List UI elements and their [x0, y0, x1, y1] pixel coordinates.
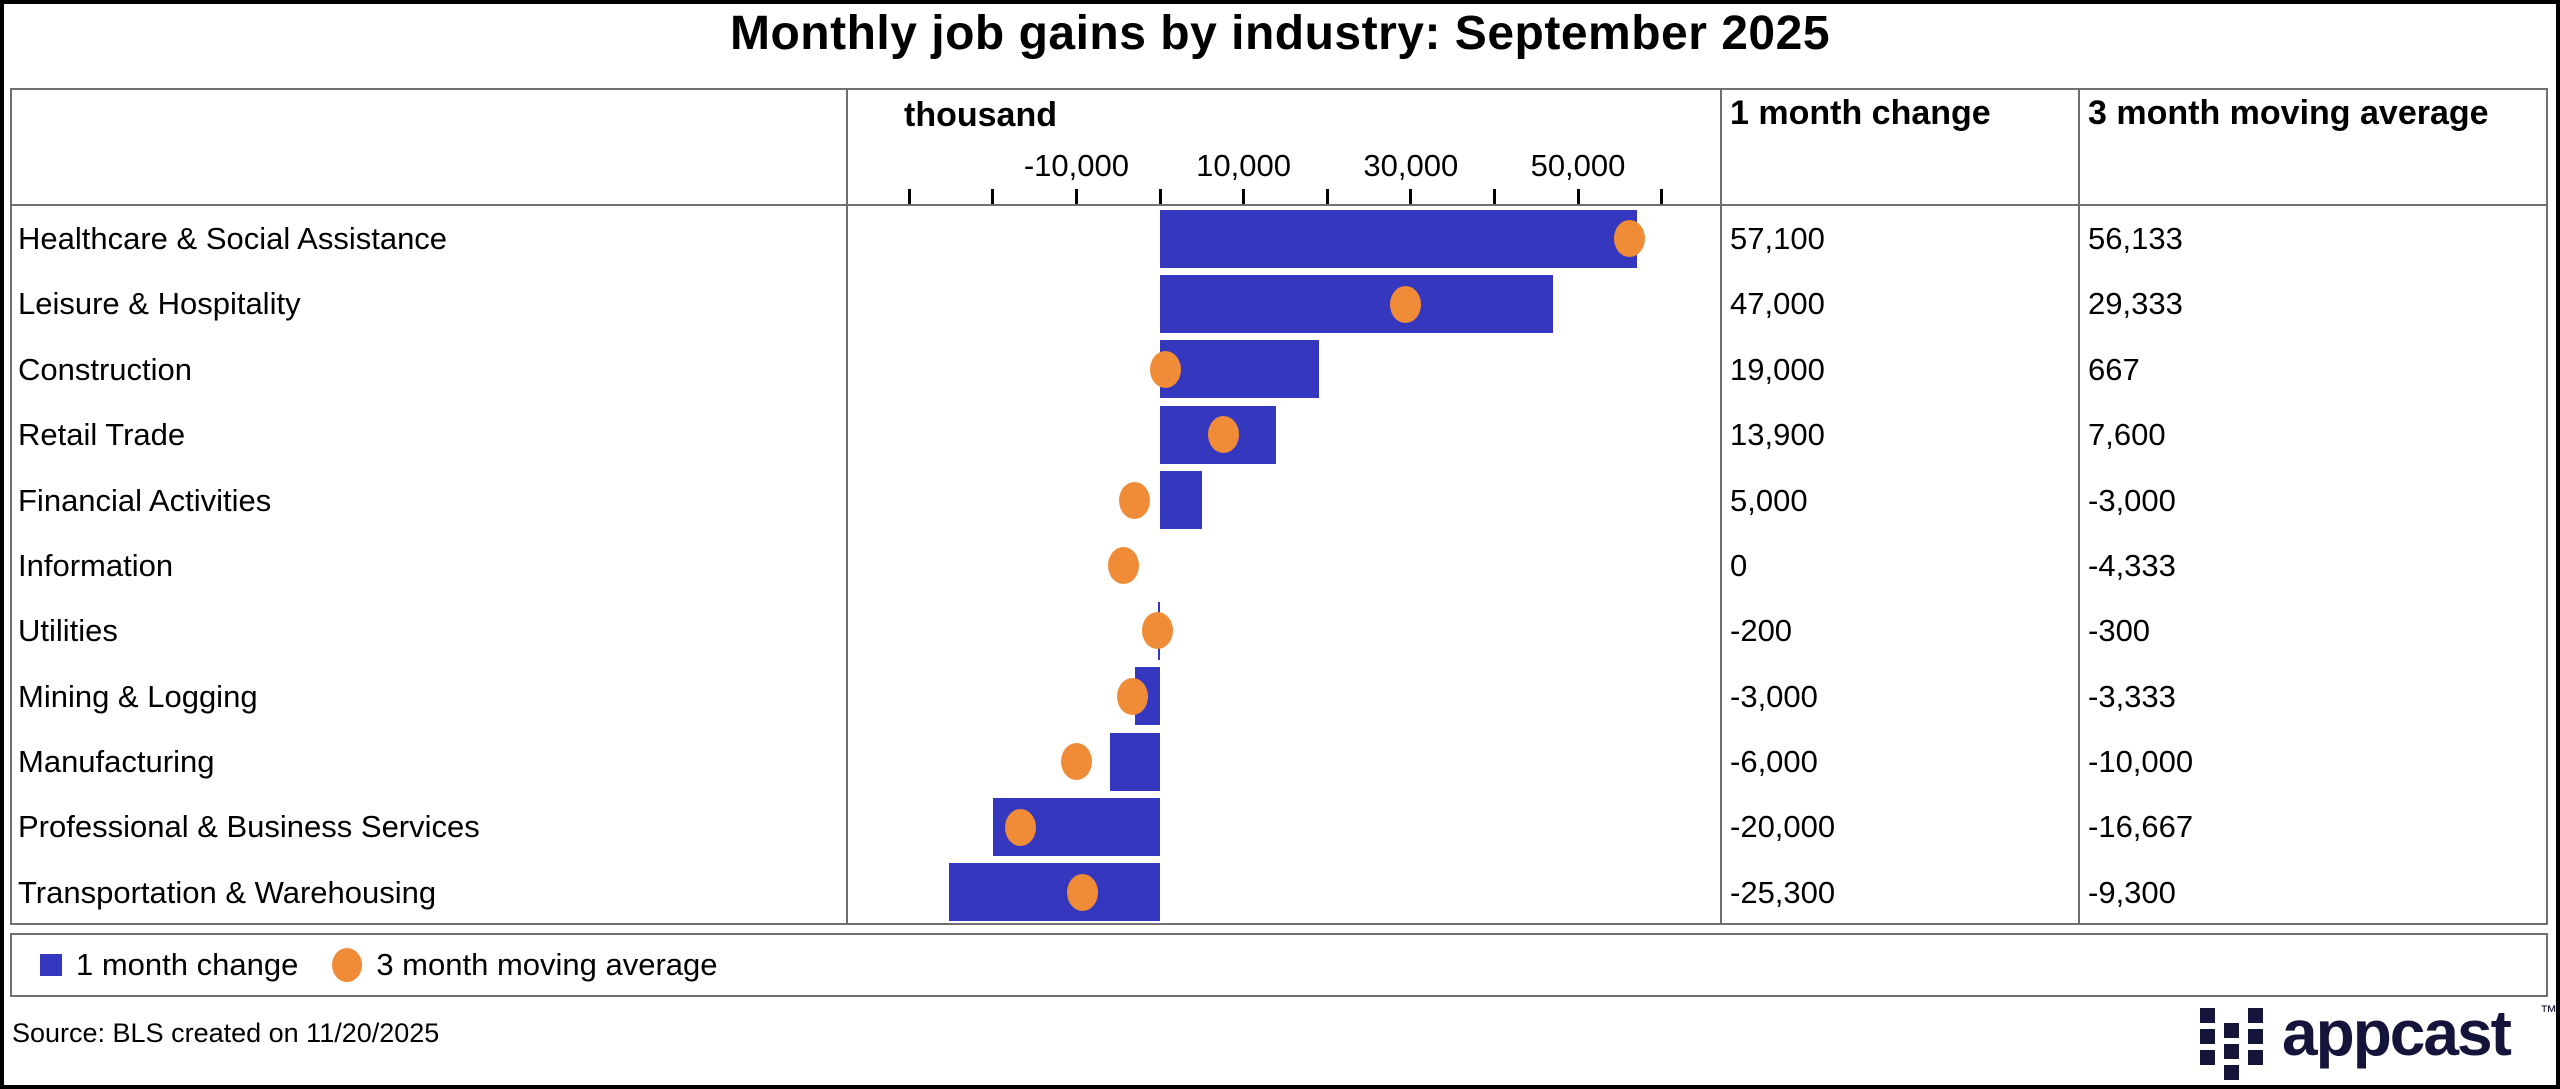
- column-divider-categories-chart: [846, 88, 848, 925]
- category-label: Mining & Logging: [18, 678, 258, 714]
- axis-tick-label: 30,000: [1363, 148, 1459, 183]
- dot-3-month-avg: [1208, 416, 1239, 454]
- logo-square: [2200, 1050, 2215, 1065]
- logo-square: [2248, 1050, 2263, 1065]
- category-label: Utilities: [18, 613, 118, 649]
- value-1-month-change: -25,300: [1730, 874, 1836, 910]
- value-1-month-change: 57,100: [1730, 221, 1825, 256]
- bar-1-month-change: [948, 863, 1160, 922]
- dot-3-month-avg: [1389, 285, 1421, 323]
- bar-1-month-change: [1160, 209, 1638, 268]
- value-1-month-change: 5,000: [1730, 482, 1808, 518]
- axis-unit-label: thousand: [904, 96, 1057, 134]
- logo-square: [2200, 1008, 2215, 1023]
- logo-square: [2248, 1008, 2263, 1023]
- category-label: Healthcare & Social Assistance: [18, 221, 448, 256]
- dot-3-month-avg: [1108, 547, 1140, 584]
- value-3-month-avg: -3,000: [2088, 482, 2176, 518]
- legend-label-1-month-change: 1 month change: [76, 947, 299, 982]
- appcast-logo: appcast ™: [2196, 997, 2557, 1084]
- axis-tick: [907, 189, 911, 204]
- axis-tick-label: -10,000: [1023, 148, 1129, 183]
- category-label: Financial Activities: [18, 482, 272, 518]
- column-divider-chart-change: [1720, 88, 1722, 925]
- category-label: Construction: [18, 351, 193, 387]
- value-3-month-avg: 7,600: [2088, 417, 2166, 453]
- bar-1-month-change: [1160, 340, 1319, 399]
- value-1-month-change: -3,000: [1730, 678, 1818, 714]
- dot-3-month-avg: [1066, 873, 1098, 911]
- appcast-wordmark: appcast: [2282, 997, 2512, 1069]
- axis-tick-label: 10,000: [1196, 148, 1291, 183]
- bar-1-month-change: [1160, 471, 1202, 530]
- value-3-month-avg: -10,000: [2088, 743, 2194, 779]
- logo-square: [2248, 1029, 2263, 1044]
- dot-3-month-avg: [1150, 350, 1182, 388]
- legend-square-swatch-icon: [40, 954, 62, 976]
- bar-1-month-change: [1109, 732, 1160, 791]
- category-label: Professional & Business Services: [18, 809, 480, 845]
- logo-square: [2200, 1029, 2215, 1044]
- value-1-month-change: 47,000: [1730, 286, 1825, 322]
- axis-tick: [1576, 189, 1580, 204]
- legend-label-3-month-avg: 3 month moving average: [376, 947, 718, 982]
- dot-3-month-avg: [1119, 481, 1151, 519]
- category-label: Manufacturing: [18, 743, 215, 779]
- value-1-month-change: -200: [1730, 613, 1793, 649]
- column-divider-change-avg: [2078, 88, 2080, 925]
- value-3-month-avg: 56,133: [2088, 221, 2183, 256]
- value-1-month-change: 0: [1730, 547, 1748, 583]
- dot-3-month-avg: [1116, 677, 1148, 715]
- dot-3-month-avg: [1142, 612, 1173, 650]
- value-1-month-change: -6,000: [1730, 743, 1818, 779]
- value-3-month-avg: -4,333: [2088, 547, 2176, 583]
- axis-tick: [1158, 189, 1162, 204]
- category-label: Information: [18, 547, 174, 583]
- chart-title: Monthly job gains by industry: September…: [729, 7, 1831, 60]
- dot-3-month-avg: [1005, 808, 1037, 846]
- axis-tick: [1660, 189, 1664, 204]
- dot-3-month-avg: [1060, 743, 1092, 781]
- value-3-month-avg: 667: [2088, 351, 2140, 387]
- value-3-month-avg: -3,333: [2088, 678, 2176, 714]
- category-label: Retail Trade: [18, 417, 186, 453]
- axis-tick: [1492, 189, 1496, 204]
- legend-circle-swatch-icon: [332, 948, 363, 982]
- axis-tick: [1409, 189, 1413, 204]
- logo-square: [2224, 1044, 2239, 1059]
- axis-tick: [1325, 189, 1329, 204]
- value-3-month-avg: -16,667: [2088, 809, 2194, 845]
- legend: 1 month change 3 month moving average: [10, 933, 2548, 997]
- logo-square: [2224, 1023, 2239, 1038]
- value-1-month-change: 19,000: [1730, 351, 1825, 387]
- axis-tick: [1242, 189, 1246, 204]
- header-divider-line: [10, 204, 2548, 206]
- category-label: Leisure & Hospitality: [18, 286, 301, 322]
- axis-tick: [1074, 189, 1078, 204]
- category-label: Transportation & Warehousing: [18, 874, 437, 910]
- dot-3-month-avg: [1613, 220, 1645, 258]
- value-1-month-change: -20,000: [1730, 809, 1836, 845]
- value-3-month-avg: -9,300: [2088, 874, 2176, 910]
- logo-square: [2224, 1065, 2239, 1080]
- value-1-month-change: 13,900: [1730, 417, 1825, 453]
- trademark-symbol: ™: [2540, 1002, 2557, 1021]
- value-3-month-avg: 29,333: [2088, 286, 2183, 322]
- value-3-month-avg: -300: [2088, 613, 2151, 649]
- source-text: Source: BLS created on 11/20/2025: [12, 1018, 440, 1048]
- column-header-3-month-avg: 3 month moving average: [2088, 94, 2489, 132]
- bar-1-month-change: [1160, 275, 1553, 333]
- axis-tick-label: 50,000: [1530, 148, 1626, 183]
- axis-tick: [991, 189, 995, 204]
- table-border: [10, 88, 2548, 925]
- column-header-1-month-change: 1 month change: [1730, 94, 1991, 132]
